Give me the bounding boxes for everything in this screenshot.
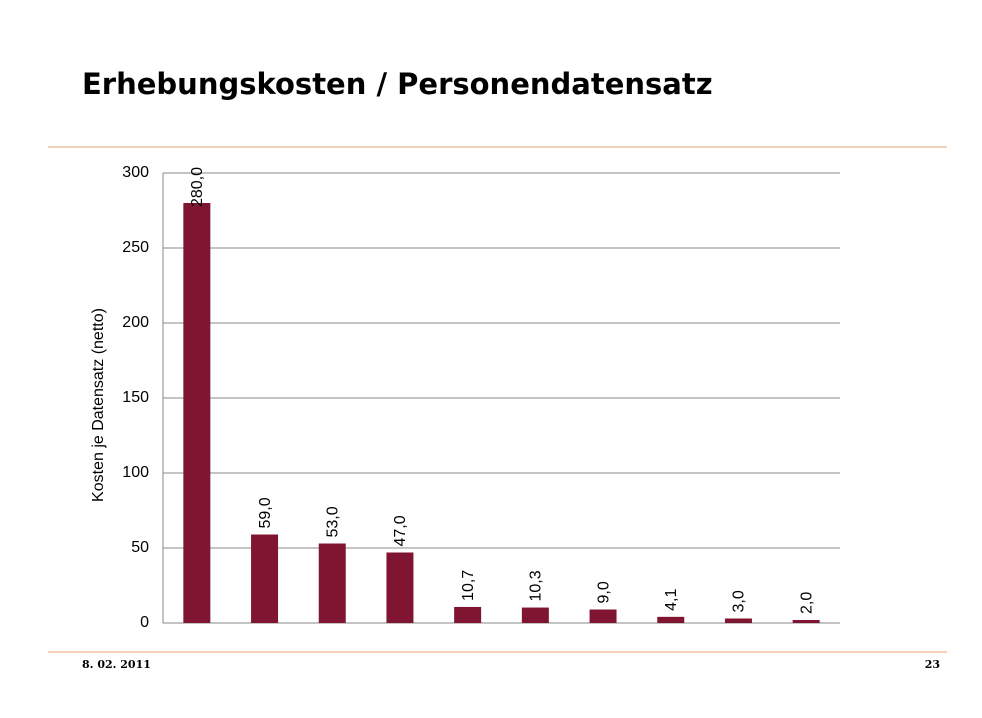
bar bbox=[724, 618, 752, 623]
bar bbox=[183, 203, 211, 623]
y-tick-label: 200 bbox=[122, 314, 149, 331]
page-number: 23 bbox=[925, 658, 940, 671]
data-label: 2,0 bbox=[798, 592, 815, 614]
bar bbox=[251, 534, 279, 623]
y-tick-label: 0 bbox=[140, 614, 149, 631]
footer-date: 8. 02. 2011 bbox=[82, 658, 151, 671]
data-label: 53,0 bbox=[324, 506, 341, 537]
data-label: 4,1 bbox=[663, 589, 680, 611]
y-tick-label: 150 bbox=[122, 389, 149, 406]
bar bbox=[521, 607, 549, 623]
bar bbox=[792, 620, 820, 623]
data-label: 3,0 bbox=[731, 590, 748, 612]
y-tick-label: 300 bbox=[122, 164, 149, 181]
slide-title: Erhebungskosten / Personendatensatz bbox=[82, 67, 713, 101]
bar bbox=[657, 616, 685, 623]
bar bbox=[454, 606, 482, 623]
bar bbox=[386, 552, 414, 623]
data-label: 10,3 bbox=[528, 570, 545, 601]
data-label: 9,0 bbox=[595, 581, 612, 603]
bar bbox=[318, 543, 346, 623]
data-label: 59,0 bbox=[257, 497, 274, 528]
data-label: 47,0 bbox=[392, 515, 409, 546]
y-axis-label: Kosten je Datensatz (netto) bbox=[90, 308, 107, 502]
data-label: 10,7 bbox=[460, 570, 477, 601]
y-tick-label: 100 bbox=[122, 464, 149, 481]
y-tick-label: 50 bbox=[131, 539, 149, 556]
bar bbox=[589, 609, 617, 623]
data-label: 280,0 bbox=[189, 167, 206, 207]
y-tick-label: 250 bbox=[122, 239, 149, 256]
